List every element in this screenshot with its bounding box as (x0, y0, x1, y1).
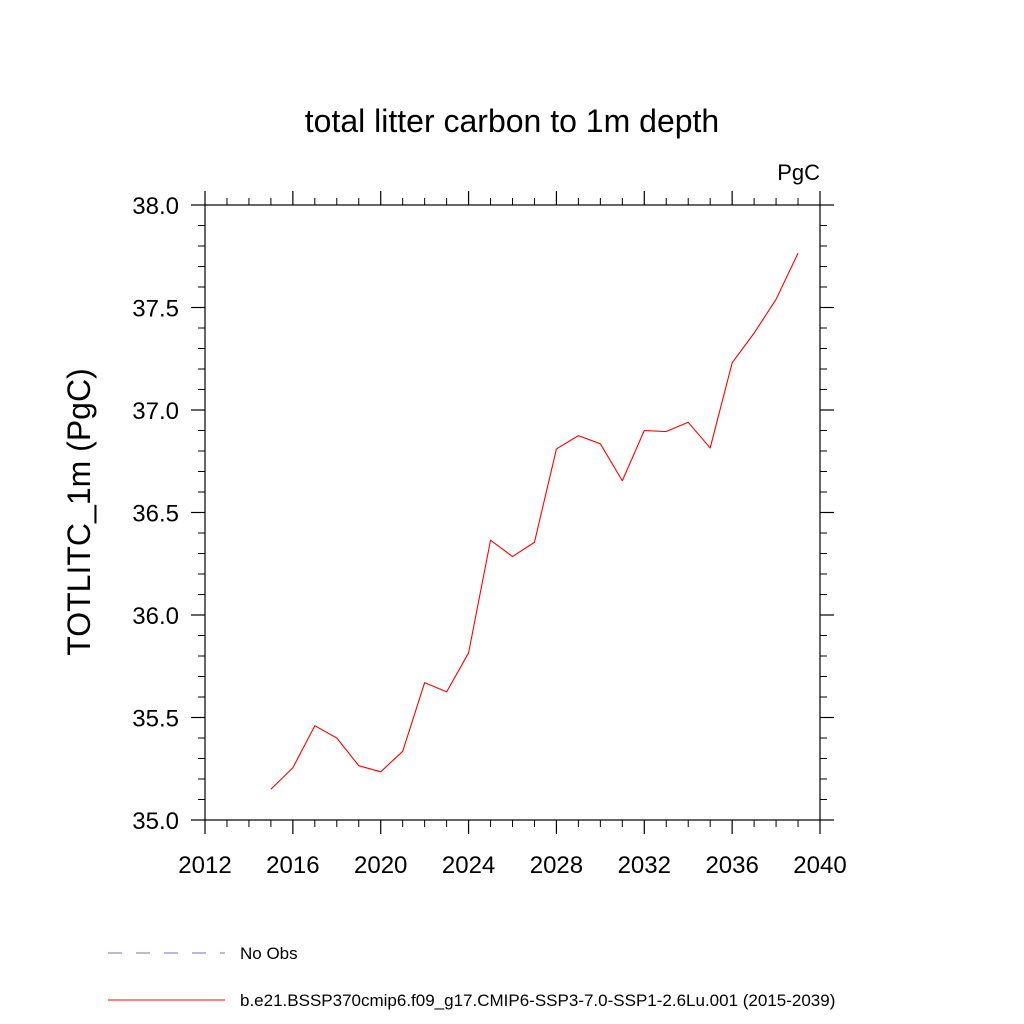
x-tick-label: 2016 (266, 852, 319, 879)
y-tick-label: 36.0 (132, 603, 179, 630)
x-tick-label: 2020 (354, 852, 407, 879)
x-tick-label: 2028 (530, 852, 583, 879)
x-tick-label: 2024 (442, 852, 495, 879)
x-tick-label: 2040 (793, 852, 846, 879)
y-tick-label: 37.0 (132, 398, 179, 425)
x-tick-label: 2032 (618, 852, 671, 879)
y-tick-label: 36.5 (132, 501, 179, 528)
x-tick-label: 2036 (705, 852, 758, 879)
y-tick-label: 38.0 (132, 193, 179, 220)
chart-title: total litter carbon to 1m depth (305, 103, 719, 139)
plot-frame (204, 204, 821, 821)
series-line (270, 252, 799, 790)
y-tick-label: 35.5 (132, 706, 179, 733)
axis-ticks (191, 191, 834, 834)
legend-label-no-obs: No Obs (240, 944, 298, 963)
axis-tick-labels: 2012 2016 2020 2024 2028 2032 2036 2040 35.0 35.5… (132, 193, 846, 879)
legend: No Obs b.e21.BSSP370cmip6.f09_g17.CMIP6-… (108, 944, 835, 1010)
y-tick-label: 35.0 (132, 808, 179, 835)
x-tick-label: 2012 (178, 852, 231, 879)
data-series (270, 252, 799, 790)
units-label: PgC (777, 160, 820, 185)
y-axis-label: TOTLITC_1m (PgC) (61, 368, 97, 655)
legend-label-series: b.e21.BSSP370cmip6.f09_g17.CMIP6-SSP3-7.… (240, 991, 835, 1010)
y-tick-label: 37.5 (132, 296, 179, 323)
